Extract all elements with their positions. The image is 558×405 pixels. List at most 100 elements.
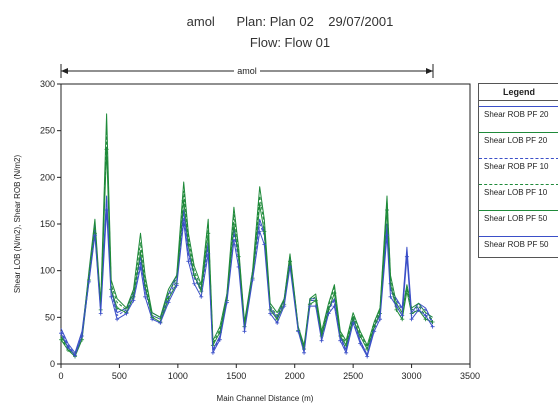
- series-point: [104, 208, 109, 212]
- series-point: [275, 320, 280, 325]
- series-point: [138, 264, 143, 269]
- series-point: [365, 354, 370, 359]
- series-point: [262, 229, 267, 234]
- series-point: [210, 350, 215, 355]
- legend-swatch: [479, 132, 558, 133]
- series-point: [394, 304, 399, 309]
- legend-swatch: [479, 158, 558, 159]
- series-point: [143, 294, 148, 299]
- series-point: [404, 289, 409, 294]
- series-point: [92, 233, 97, 238]
- series-point: [199, 294, 204, 299]
- series-point: [166, 300, 171, 305]
- series-point: [73, 353, 78, 358]
- series-point: [192, 281, 197, 286]
- series-point: [423, 317, 428, 322]
- plot-area: [60, 83, 471, 365]
- x-tick-label: 2000: [285, 371, 305, 381]
- legend-label: Shear ROB PF 20: [484, 110, 549, 119]
- series-point: [365, 347, 370, 352]
- series-point: [257, 203, 262, 208]
- series-point: [174, 283, 179, 288]
- chart-subtitle: Flow: Flow 01: [250, 35, 330, 50]
- series-point: [181, 198, 186, 203]
- legend-title: Legend: [479, 84, 558, 101]
- axis-ticks: 0 500 1000 1500 2000 2500 3000 3500 0 50 100 150 200…: [40, 79, 480, 381]
- legend-swatch: [479, 210, 558, 211]
- series-point: [104, 147, 109, 152]
- series-line-2: [60, 113, 433, 356]
- legend-label: Shear LOB PF 50: [484, 214, 548, 223]
- reach-extent-indicator: amol: [60, 64, 434, 78]
- series-point: [338, 334, 343, 338]
- series-point: [358, 334, 363, 338]
- series-point: [150, 317, 155, 322]
- series-point: [87, 279, 92, 284]
- x-axis-label: Main Channel Distance (m): [217, 394, 314, 403]
- series-point: [288, 264, 293, 269]
- x-tick-label: 1000: [168, 371, 188, 381]
- series-point: [206, 231, 211, 236]
- series-point: [217, 337, 222, 342]
- legend-item: Shear ROB PF 10: [479, 153, 558, 179]
- series-point: [80, 334, 85, 338]
- series-point: [332, 304, 337, 309]
- series-point: [423, 313, 428, 318]
- y-axis-label: Shear LOB (N/m2), Shear ROB (N/m2): [13, 155, 22, 294]
- legend-label: Shear LOB PF 20: [484, 136, 548, 145]
- series-point: [98, 311, 103, 316]
- legend-item: Shear LOB PF 50: [479, 205, 558, 231]
- x-tick-label: 0: [58, 371, 63, 381]
- series-point: [181, 220, 186, 225]
- series-point: [404, 254, 409, 259]
- series-point: [250, 278, 255, 282]
- legend-item: Shear ROB PF 50: [479, 231, 558, 257]
- series-point: [236, 264, 241, 269]
- series-point: [268, 311, 273, 316]
- series-point: [385, 208, 390, 212]
- series-point: [326, 311, 331, 316]
- series-point: [231, 238, 236, 243]
- series-point: [372, 324, 377, 329]
- legend-label: Shear ROB PF 50: [484, 240, 549, 249]
- series-point: [296, 329, 301, 334]
- legend-swatch: [479, 236, 558, 237]
- series-point: [358, 341, 363, 346]
- y-tick-label: 300: [40, 79, 55, 89]
- series-point: [430, 324, 435, 329]
- legend-item: Shear LOB PF 20: [479, 127, 558, 153]
- series-point: [288, 259, 293, 264]
- series-point: [351, 317, 356, 322]
- series-point: [109, 294, 114, 299]
- series-point: [59, 331, 63, 336]
- x-tick-label: 2500: [343, 371, 363, 381]
- series-point: [400, 313, 405, 318]
- series-point: [313, 298, 318, 303]
- series-point: [138, 250, 143, 254]
- series-point: [224, 300, 229, 305]
- legend-swatch: [479, 184, 558, 185]
- legend-swatch: [479, 106, 558, 107]
- series-point: [319, 338, 324, 343]
- series-point: [332, 291, 337, 296]
- series-point: [307, 304, 312, 309]
- series-point: [186, 259, 191, 264]
- series-point: [115, 317, 120, 322]
- series-point: [416, 307, 421, 312]
- series-point: [231, 222, 236, 226]
- series-point: [400, 317, 405, 322]
- series-point: [124, 311, 129, 316]
- x-tick-label: 3500: [460, 371, 480, 381]
- reach-label: amol: [237, 66, 257, 76]
- legend-item: Shear LOB PF 10: [479, 179, 558, 205]
- series-point: [242, 329, 247, 334]
- x-tick-label: 1500: [226, 371, 246, 381]
- series-point: [385, 233, 390, 238]
- y-tick-label: 250: [40, 126, 55, 136]
- legend-label: Shear LOB PF 10: [484, 188, 548, 197]
- series-point: [338, 338, 343, 343]
- series-point: [388, 281, 393, 286]
- x-tick-label: 3000: [402, 371, 422, 381]
- series-point: [372, 329, 377, 334]
